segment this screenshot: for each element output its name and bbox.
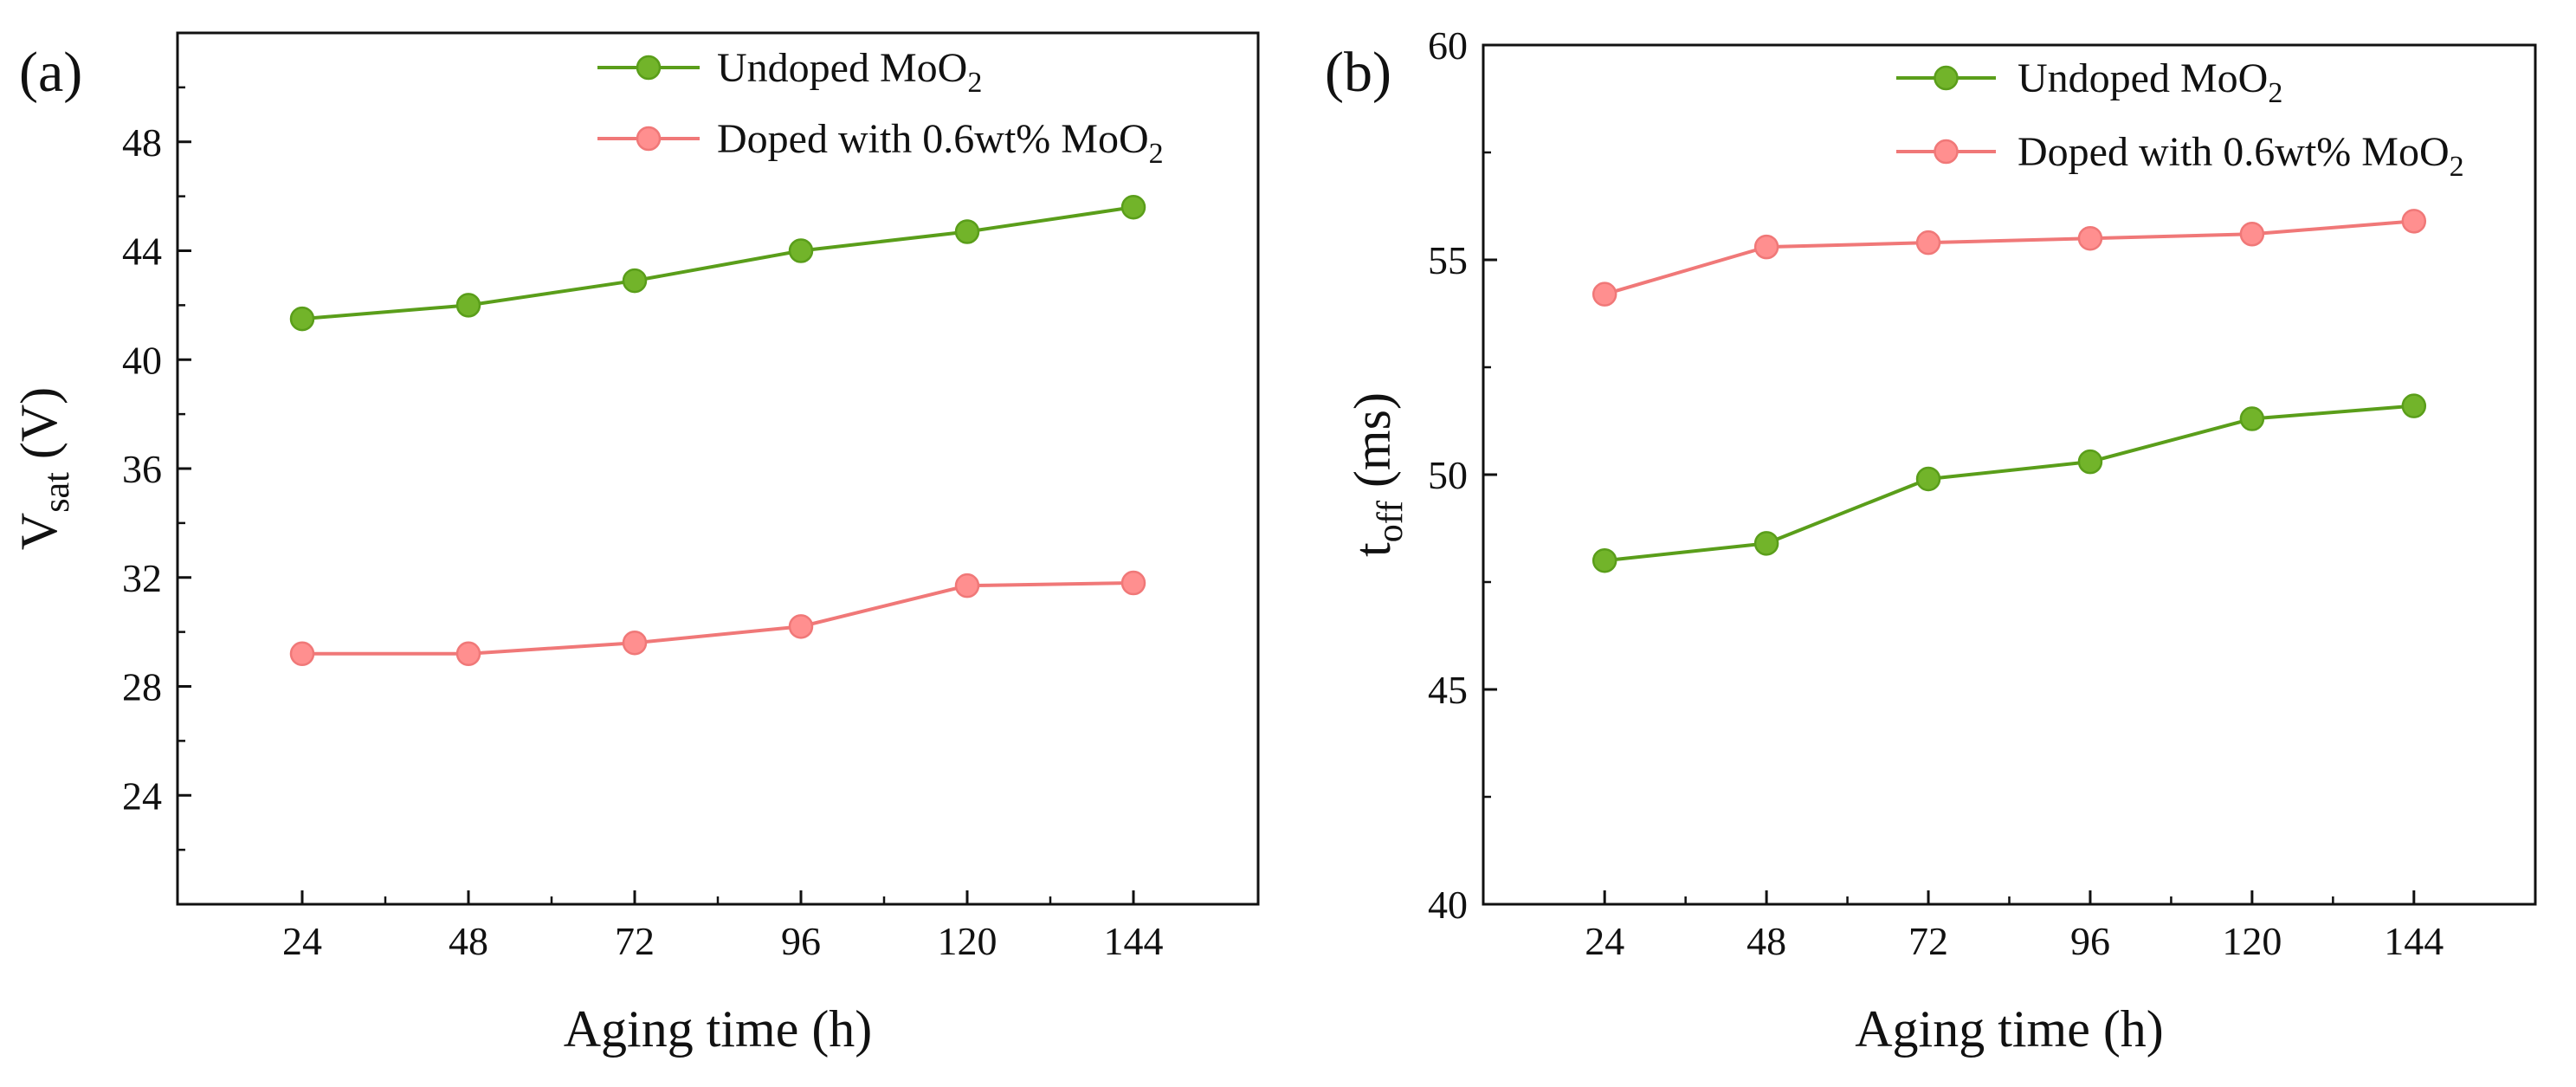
- data-point: [1120, 570, 1146, 596]
- chart-panel-b: 40 45 50 55 60 24 48 72 96 120 144 Aging time (h) to…: [1325, 23, 2537, 1058]
- legend-entry-0: Undoped MoO2: [597, 45, 982, 99]
- data-point: [622, 268, 648, 294]
- series-line-1: [1604, 219, 2414, 296]
- legend-label: Undoped MoO2: [2018, 55, 2282, 109]
- data-point: [2239, 221, 2265, 247]
- legend-label: Doped with 0.6wt% MoO2: [2018, 129, 2464, 183]
- legend-marker: [636, 55, 662, 81]
- panel-label: (b): [1325, 41, 1391, 104]
- x-axis-title: Aging time (h): [564, 1000, 873, 1058]
- series-line-1: [302, 581, 1134, 656]
- x-tick-label: 120: [938, 919, 997, 963]
- data-point: [622, 630, 648, 656]
- x-tick-label: 48: [1746, 919, 1786, 963]
- x-tick-label: 144: [1104, 919, 1164, 963]
- x-tick-label: 96: [2070, 919, 2110, 963]
- legend-entry-1: Doped with 0.6wt% MoO2: [597, 116, 1164, 170]
- data-point: [289, 306, 315, 332]
- data-point: [1753, 234, 1779, 260]
- data-point: [2077, 225, 2103, 251]
- y-tick-label: 28: [122, 665, 162, 709]
- x-tick-label: 72: [615, 919, 655, 963]
- y-tick-label: 50: [1428, 453, 1468, 497]
- x-tick-label: 72: [1908, 919, 1948, 963]
- data-point: [2239, 406, 2265, 431]
- data-point: [788, 614, 814, 639]
- legend-marker: [636, 126, 662, 152]
- data-point: [2077, 449, 2103, 475]
- chart-panel-a: 24 28 32 36 40 44 48 24 48 72 96 120 144 Aging time (…: [10, 31, 1260, 1058]
- data-point: [2401, 393, 2427, 418]
- y-tick-label: 55: [1428, 238, 1468, 282]
- data-point: [289, 641, 315, 667]
- data-point: [2401, 209, 2427, 234]
- data-point: [455, 293, 481, 318]
- legend-label: Undoped MoO2: [717, 45, 982, 99]
- y-tick-label: 24: [122, 773, 162, 818]
- plot-frame: [176, 31, 1260, 906]
- data-point: [455, 641, 481, 667]
- data-point: [1915, 230, 1941, 256]
- legend-marker: [1934, 65, 1959, 91]
- x-tick-label: 120: [2222, 919, 2282, 963]
- x-tick-label: 48: [449, 919, 488, 963]
- y-tick-label: 40: [122, 338, 162, 382]
- y-tick-label: 40: [1428, 883, 1468, 927]
- panel-label: (a): [19, 41, 82, 104]
- y-tick-label: 45: [1428, 668, 1468, 712]
- y-tick-label: 36: [122, 447, 162, 491]
- y-tick-label: 48: [122, 120, 162, 165]
- x-tick-label: 96: [781, 919, 821, 963]
- y-tick-label: 44: [122, 230, 162, 274]
- legend-entry-1: Doped with 0.6wt% MoO2: [1896, 129, 2464, 183]
- x-tick-label: 24: [282, 919, 322, 963]
- data-point: [1915, 466, 1941, 492]
- series-line-0: [1604, 404, 2414, 563]
- data-point: [954, 573, 980, 598]
- series-line-0: [301, 205, 1134, 321]
- data-point: [1753, 531, 1779, 556]
- data-point: [1591, 547, 1617, 573]
- data-point: [788, 238, 814, 263]
- y-axis-title: Vsat (V): [10, 387, 77, 550]
- data-point: [1591, 281, 1617, 307]
- y-axis-title: toff (ms): [1344, 392, 1411, 557]
- data-point: [1120, 194, 1146, 220]
- x-tick-label: 144: [2384, 919, 2444, 963]
- y-tick-label: 32: [122, 556, 162, 600]
- legend-label: Doped with 0.6wt% MoO2: [717, 116, 1164, 170]
- x-axis-title: Aging time (h): [1855, 1000, 2164, 1058]
- data-point: [954, 219, 980, 244]
- legend-marker: [1934, 139, 1959, 165]
- legend-entry-0: Undoped MoO2: [1896, 55, 2282, 109]
- y-tick-label: 60: [1428, 23, 1468, 68]
- x-tick-label: 24: [1585, 919, 1624, 963]
